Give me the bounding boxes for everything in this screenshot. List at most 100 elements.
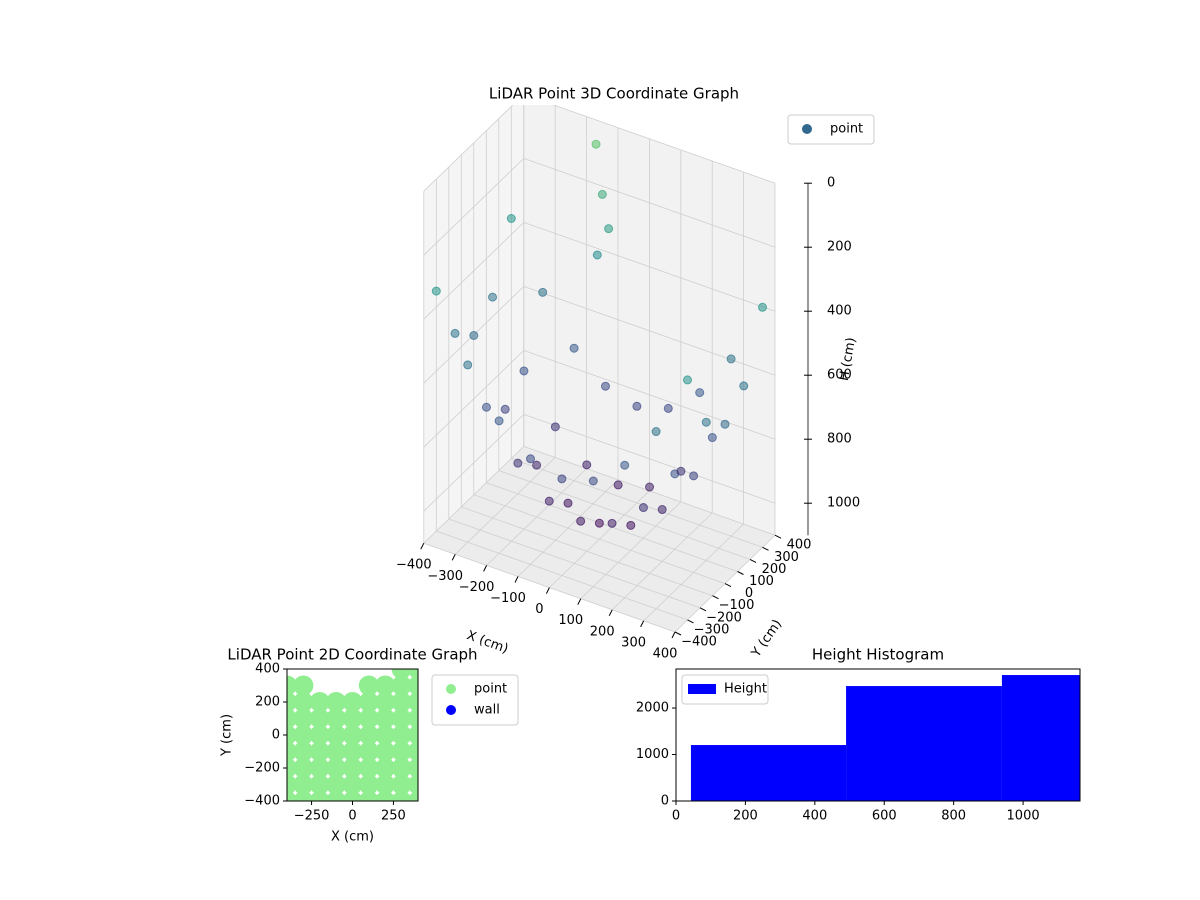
x-tick xyxy=(577,598,582,605)
point xyxy=(469,330,479,340)
y-tick-label: −300 xyxy=(694,622,730,637)
point xyxy=(588,476,598,486)
point xyxy=(494,416,504,426)
point xyxy=(287,741,297,762)
x-tick-label: 0 xyxy=(672,809,680,824)
point xyxy=(342,758,363,778)
grid-line xyxy=(523,350,776,440)
point xyxy=(326,758,347,778)
point xyxy=(645,482,655,492)
y-tick xyxy=(774,534,782,539)
y-tick xyxy=(699,607,707,612)
y-tick xyxy=(712,595,719,600)
x-tick xyxy=(420,542,425,550)
point xyxy=(569,343,579,353)
point xyxy=(582,460,592,470)
point xyxy=(309,758,330,778)
z-tick-label: 400 xyxy=(827,304,852,319)
x-tick-label: 600 xyxy=(872,809,897,824)
y-tick xyxy=(687,619,694,624)
legend-marker xyxy=(802,124,812,134)
point xyxy=(326,774,347,795)
point xyxy=(576,516,586,526)
legend-marker xyxy=(688,684,716,694)
point xyxy=(309,774,330,795)
y-tick xyxy=(749,558,757,563)
chart-title: Height Histogram xyxy=(812,646,944,664)
point xyxy=(358,692,379,712)
x-tick-label: 400 xyxy=(653,647,678,662)
x-tick xyxy=(451,554,456,561)
point xyxy=(391,708,412,729)
point xyxy=(309,741,330,762)
x-tick-label: 0 xyxy=(535,602,543,617)
axes-frame xyxy=(286,668,419,802)
y-tick-label: 400 xyxy=(787,538,812,553)
point xyxy=(342,791,363,801)
point xyxy=(358,758,379,778)
point xyxy=(676,466,686,476)
point xyxy=(519,366,529,376)
point xyxy=(391,774,412,795)
point xyxy=(391,758,412,778)
point xyxy=(450,328,460,338)
point xyxy=(739,381,749,391)
point xyxy=(287,675,297,696)
legend-marker xyxy=(446,684,456,694)
point xyxy=(293,692,314,712)
grid-line xyxy=(448,518,701,609)
y-axis-label: Y (cm) xyxy=(220,714,235,757)
y-tick-label: 200 xyxy=(255,695,280,710)
point xyxy=(563,498,573,508)
point xyxy=(506,214,516,223)
y-tick-label: −400 xyxy=(244,794,280,809)
grid-line xyxy=(552,105,776,184)
y-tick-label: 2000 xyxy=(636,701,669,716)
y-tick xyxy=(724,583,732,588)
point xyxy=(632,401,642,411)
point xyxy=(707,433,717,443)
point xyxy=(326,741,347,762)
point xyxy=(481,402,491,412)
x-tick-label: 0 xyxy=(348,809,356,824)
point xyxy=(391,675,412,696)
y-tick-label: −200 xyxy=(244,761,280,776)
point xyxy=(326,692,347,712)
point xyxy=(488,292,498,302)
point xyxy=(293,725,314,745)
point xyxy=(287,758,297,778)
point xyxy=(375,791,396,801)
y-tick-label: 0 xyxy=(661,794,669,809)
point xyxy=(408,675,418,696)
grid-line xyxy=(511,458,763,548)
axes-frame xyxy=(675,668,1081,802)
point xyxy=(544,496,554,506)
point xyxy=(604,224,614,234)
point xyxy=(594,518,604,528)
point xyxy=(375,708,396,729)
y-tick-label: −400 xyxy=(681,635,717,650)
legend-label: wall xyxy=(474,703,500,718)
point xyxy=(591,139,601,149)
point xyxy=(309,725,330,745)
point xyxy=(532,460,542,470)
point xyxy=(287,725,297,745)
point xyxy=(701,417,711,427)
x-tick xyxy=(608,609,613,617)
legend-box xyxy=(787,114,875,145)
point xyxy=(293,791,314,801)
y-tick xyxy=(737,571,744,575)
grid-line xyxy=(523,414,776,504)
point xyxy=(726,354,736,364)
chart-title: LiDAR Point 2D Coordinate Graph xyxy=(227,646,477,664)
point xyxy=(358,708,379,729)
histogram-bar xyxy=(1001,675,1080,801)
point xyxy=(326,708,347,729)
x-tick-label: 400 xyxy=(802,809,827,824)
point xyxy=(538,287,548,297)
point xyxy=(287,692,297,712)
point xyxy=(720,419,730,429)
y-tick-label: 0 xyxy=(745,586,753,601)
x-tick-label: −200 xyxy=(459,580,495,595)
